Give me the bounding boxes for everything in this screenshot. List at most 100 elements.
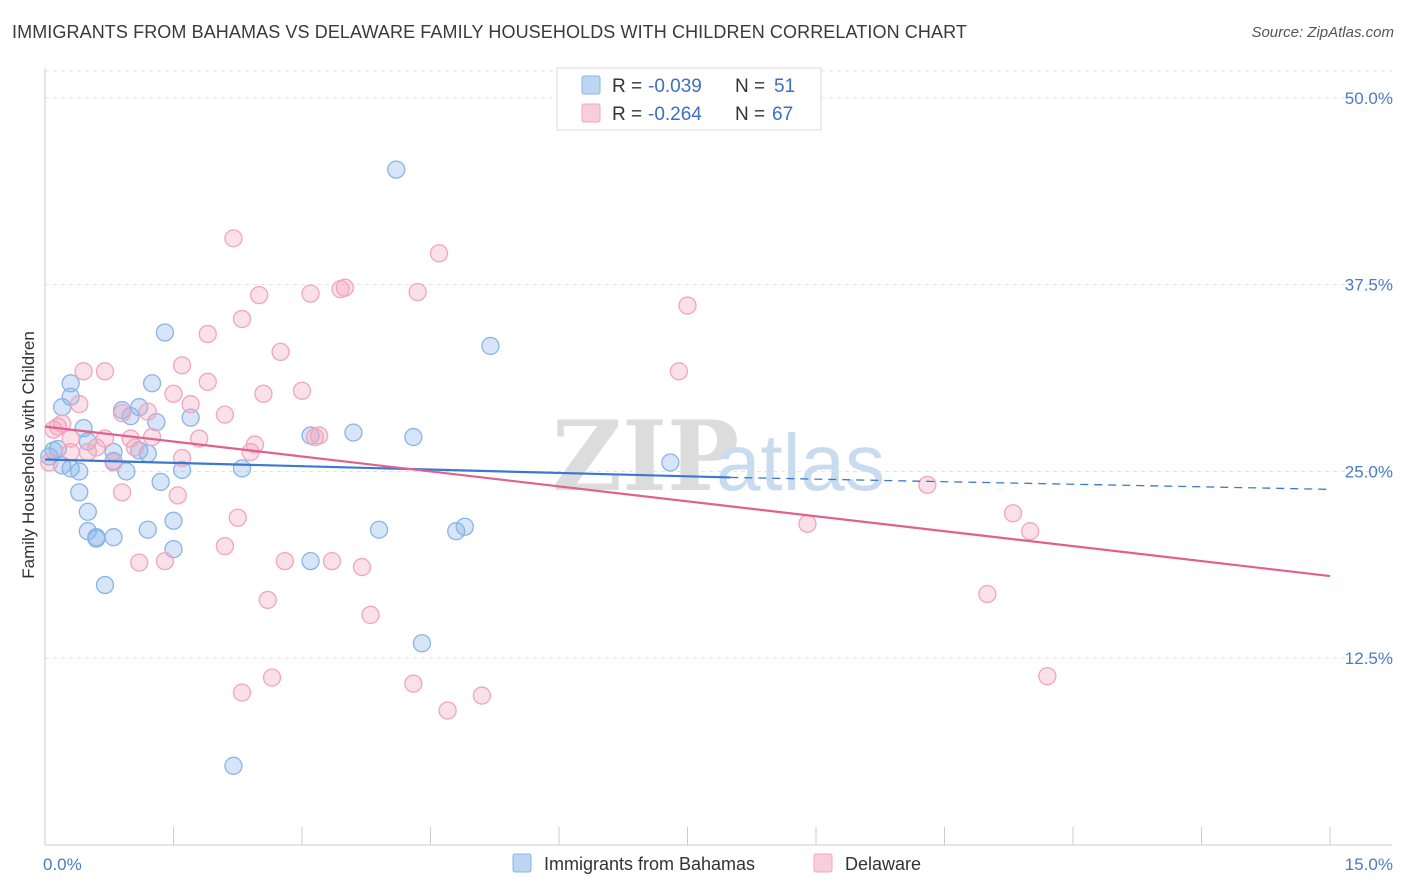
watermark-atlas: atlas: [716, 418, 885, 507]
point-delaware: [292, 381, 312, 400]
point-delaware: [1038, 667, 1057, 686]
point-delaware: [232, 683, 252, 702]
axes: [44, 68, 1392, 846]
point-delaware: [438, 701, 457, 720]
point-delaware: [472, 686, 492, 705]
point-delaware: [215, 537, 235, 556]
point-delaware: [70, 395, 89, 414]
legend-label-bahamas: Immigrants from Bahamas: [544, 854, 755, 874]
point-delaware: [74, 362, 93, 381]
point-bahamas: [369, 520, 389, 539]
point-delaware: [335, 278, 354, 297]
point-bahamas: [61, 374, 80, 393]
point-delaware: [404, 674, 423, 693]
legend-r-value: -0.039: [648, 76, 702, 97]
legend-r-value: -0.264: [648, 104, 702, 125]
y-tick-label: 50.0%: [1345, 89, 1393, 108]
point-bahamas: [412, 634, 432, 653]
source-credit: Source: ZipAtlas.com: [1251, 24, 1394, 41]
data-points: [40, 160, 1057, 775]
legend-n-value: 67: [772, 104, 793, 125]
point-delaware: [198, 324, 217, 344]
point-delaware: [1003, 504, 1023, 523]
x-tick-label: 0.0%: [43, 855, 82, 874]
point-delaware: [258, 590, 277, 610]
point-delaware: [408, 282, 427, 302]
point-bahamas: [387, 160, 406, 179]
point-bahamas: [95, 575, 115, 595]
legend-n-value: 51: [774, 76, 795, 97]
point-bahamas: [155, 323, 175, 342]
point-delaware: [978, 584, 997, 604]
point-delaware: [301, 284, 320, 303]
legend-swatch-delaware: [581, 103, 601, 123]
point-delaware: [669, 362, 689, 381]
point-delaware: [164, 384, 183, 403]
legend-top-frame: [556, 67, 822, 131]
point-delaware: [228, 508, 247, 527]
point-delaware: [40, 453, 59, 472]
x-tick-labels: 0.0% 15.0%: [43, 855, 1393, 874]
x-tick-label: 15.0%: [1345, 855, 1393, 874]
point-bahamas: [344, 423, 363, 442]
point-bahamas: [151, 472, 170, 492]
point-delaware: [798, 514, 817, 533]
point-delaware: [271, 342, 290, 362]
point-delaware: [130, 553, 149, 572]
point-delaware: [198, 372, 217, 391]
point-delaware: [172, 356, 192, 375]
legend-r-label: R =: [612, 104, 642, 125]
point-delaware: [168, 486, 187, 505]
point-bahamas: [661, 453, 680, 472]
legend-n-label: N =: [735, 76, 765, 97]
point-bahamas: [232, 459, 252, 478]
point-delaware: [155, 551, 175, 571]
point-delaware: [138, 402, 157, 421]
point-delaware: [1021, 522, 1040, 541]
legend-top: R = -0.039 N = 51 R = -0.264 N = 67: [556, 67, 822, 131]
point-delaware: [95, 362, 115, 381]
point-delaware: [190, 429, 209, 448]
legend-n-label: N =: [735, 104, 765, 125]
y-tick-label: 25.0%: [1345, 462, 1393, 481]
trend-line-bahamas: [44, 458, 731, 479]
point-bahamas: [87, 529, 106, 548]
chart-title: IMMIGRANTS FROM BAHAMAS VS DELAWARE FAMI…: [12, 22, 967, 42]
point-delaware: [309, 426, 329, 445]
point-delaware: [232, 309, 252, 329]
point-delaware: [61, 442, 80, 462]
y-tick-labels: 12.5% 25.0% 37.5% 50.0%: [1345, 89, 1393, 668]
point-delaware: [112, 483, 132, 502]
point-delaware: [275, 551, 295, 571]
legend-r-label: R =: [612, 76, 642, 97]
point-delaware: [254, 384, 273, 403]
legend-swatch-bahamas: [581, 75, 601, 95]
gridlines: [45, 70, 1392, 659]
legend-label-delaware: Delaware: [845, 854, 921, 874]
point-delaware: [125, 438, 145, 457]
watermark: ZIP atlas: [552, 400, 885, 513]
point-bahamas: [70, 483, 89, 502]
point-delaware: [245, 435, 265, 454]
watermark-zip: ZIP: [552, 400, 739, 513]
trend-line-bahamas-extension: [730, 476, 1331, 491]
y-axis-label: Family Households with Children: [19, 331, 38, 579]
legend-swatch-bahamas: [512, 853, 532, 873]
point-bahamas: [481, 336, 500, 356]
point-bahamas: [181, 408, 200, 427]
point-bahamas: [224, 756, 243, 775]
point-delaware: [224, 229, 243, 248]
legend-bottom: Immigrants from Bahamas Delaware: [512, 853, 921, 874]
point-delaware: [322, 551, 342, 571]
point-delaware: [250, 285, 269, 305]
point-delaware: [429, 244, 449, 263]
point-bahamas: [301, 551, 320, 571]
point-bahamas: [404, 427, 423, 447]
point-delaware: [262, 668, 282, 687]
point-delaware: [142, 427, 162, 447]
point-delaware: [112, 404, 132, 423]
trend-lines: [44, 425, 1331, 578]
point-bahamas: [455, 517, 474, 536]
point-bahamas: [164, 511, 183, 530]
point-bahamas: [447, 522, 466, 541]
